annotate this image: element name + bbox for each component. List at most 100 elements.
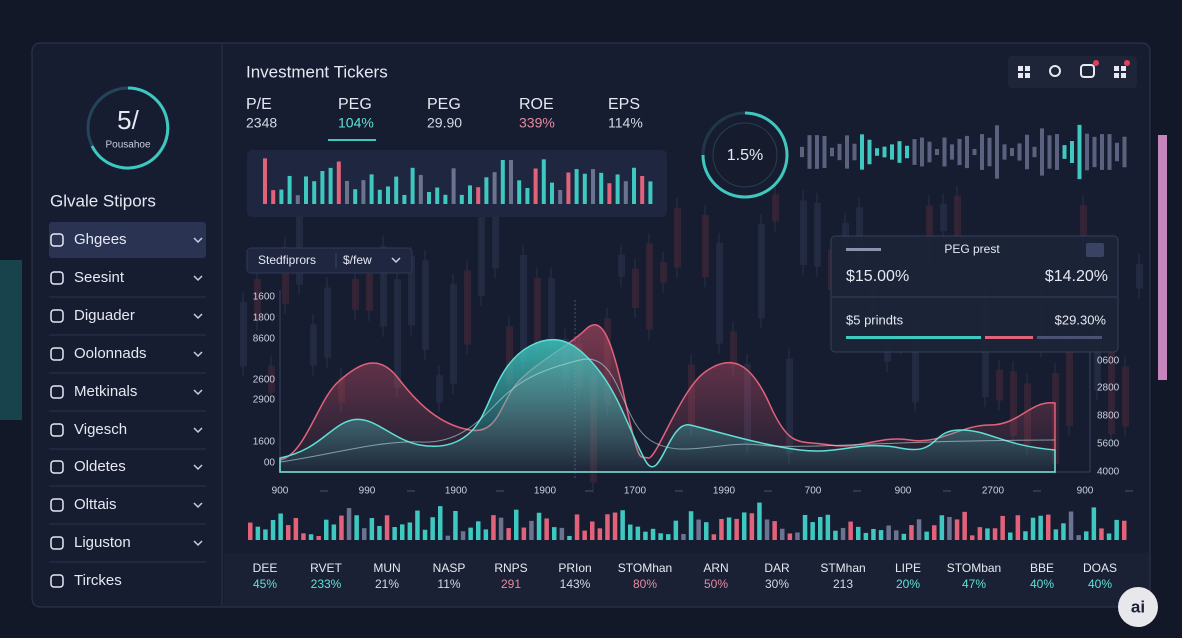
- strip-bar: [1025, 134, 1029, 170]
- mini-bar: [492, 172, 497, 204]
- volume-bar: [818, 516, 823, 540]
- metric-label: ROE: [519, 96, 554, 113]
- menu-item[interactable]: Metkinals: [49, 383, 206, 412]
- dropdown-label: Stedfiprors: [258, 253, 316, 267]
- candle: [352, 278, 359, 310]
- candle: [660, 261, 667, 283]
- toolbar-icons[interactable]: [1018, 60, 1130, 78]
- volume-bar: [1015, 515, 1021, 540]
- strip-bar: [912, 139, 917, 165]
- mini-bar: [394, 176, 399, 204]
- menu-item[interactable]: Diguader: [49, 307, 206, 336]
- volume-bar: [650, 528, 656, 540]
- y2-axis-label: 8800: [1097, 411, 1120, 422]
- candle: [394, 279, 401, 388]
- strip-bar: [965, 135, 969, 169]
- menu-icon: [50, 347, 64, 361]
- menu-item[interactable]: Oolonnads: [49, 345, 206, 374]
- menu-item[interactable]: Tirckes: [50, 572, 122, 589]
- icon-grid[interactable]: [1018, 66, 1023, 71]
- gauge2-inner: [712, 122, 778, 188]
- volume-bar: [749, 513, 755, 540]
- menu-label: Olttais: [74, 496, 117, 513]
- y2-axis-label: 4000: [1097, 467, 1120, 478]
- popup-close[interactable]: [1086, 243, 1104, 257]
- volume-bar: [924, 531, 929, 540]
- candle: [1080, 205, 1087, 265]
- candle: [296, 205, 303, 285]
- menu-chevron: [193, 389, 203, 396]
- mini-bar: [443, 194, 448, 204]
- icon-search[interactable]: [1049, 65, 1061, 77]
- popup-right: $14.20%: [1045, 268, 1108, 285]
- icon-chat[interactable]: [1080, 64, 1095, 78]
- icon-grid[interactable]: [1018, 73, 1023, 78]
- ticker-value: 11%: [437, 577, 460, 591]
- menu-item[interactable]: Ghgees: [50, 231, 203, 248]
- menu-icon: [50, 309, 64, 323]
- volume-bar: [719, 518, 724, 540]
- volume-bar: [301, 533, 306, 540]
- candle: [282, 246, 289, 304]
- icon-apps[interactable]: [1121, 73, 1126, 78]
- candle: [940, 203, 947, 232]
- metrics: P/E 2348 PEG 104% PEG 29.90 ROE 339% EPS 114%: [246, 96, 643, 130]
- mini-bar: [574, 169, 579, 204]
- ticker-value: 80%: [633, 577, 657, 591]
- candle: [436, 375, 443, 403]
- mini-bar: [541, 159, 546, 204]
- volume-bar: [1023, 531, 1028, 540]
- candle: [758, 223, 765, 319]
- mini-bar: [361, 180, 366, 204]
- ticker-value: 291: [501, 577, 521, 591]
- metric-label: PEG: [338, 96, 372, 113]
- menu-item[interactable]: Seesint: [49, 269, 206, 298]
- popup-title: PEG prest: [944, 242, 1000, 256]
- strip-bar: [920, 137, 924, 167]
- header-title: Investment Tickers: [246, 62, 388, 81]
- volume-bar: [673, 520, 679, 540]
- sidebar-title: Glvale Stipors: [50, 191, 156, 210]
- mini-bar: [607, 183, 612, 204]
- candle: [996, 369, 1003, 401]
- menu-item[interactable]: Vigesch: [49, 421, 206, 450]
- candle: [800, 200, 807, 265]
- y-axis-label: 2900: [253, 395, 276, 406]
- strip-bar: [987, 137, 992, 167]
- metric-value: 29.90: [427, 115, 462, 131]
- mini-chart-panel: [247, 150, 667, 217]
- icon-apps[interactable]: [1114, 66, 1119, 71]
- menu-chevron: [193, 313, 203, 320]
- menu-item[interactable]: Oldetes: [49, 458, 206, 487]
- candle: [548, 277, 555, 339]
- menu-item[interactable]: Olttais: [49, 496, 206, 525]
- volume-bar: [833, 530, 838, 540]
- volume-bar: [1106, 533, 1112, 540]
- volume-bar: [529, 520, 534, 540]
- metric-label: PEG: [427, 96, 461, 113]
- volume-bar: [612, 512, 618, 540]
- axis-labels: 1600 1800 8600 2600 2900 1600 00 900 990 1900 1900…: [253, 292, 1133, 497]
- volume-bar: [506, 528, 511, 540]
- candle: [772, 194, 779, 222]
- icon-grid[interactable]: [1025, 66, 1030, 71]
- icon-grid[interactable]: [1025, 73, 1030, 78]
- volume-bar: [605, 514, 610, 540]
- mini-bar: [312, 181, 317, 204]
- icon-apps[interactable]: [1114, 73, 1119, 78]
- dropdown[interactable]: [246, 247, 413, 274]
- mini-bar: [525, 188, 530, 204]
- menu-item[interactable]: Liguston: [49, 534, 206, 563]
- icon-apps[interactable]: [1121, 66, 1126, 71]
- gauge-value: 5/: [117, 105, 139, 135]
- strip-bar: [1032, 146, 1037, 158]
- strip-bar: [1070, 141, 1074, 163]
- strip-bar: [980, 134, 984, 170]
- candle: [1136, 263, 1143, 289]
- ticker-value: 40%: [1088, 577, 1112, 591]
- x-axis-label: 1900: [534, 486, 557, 497]
- volume-bar: [635, 526, 641, 540]
- candle: [646, 243, 653, 330]
- strip-bar: [830, 147, 834, 157]
- x-axis-label: 990: [359, 486, 376, 497]
